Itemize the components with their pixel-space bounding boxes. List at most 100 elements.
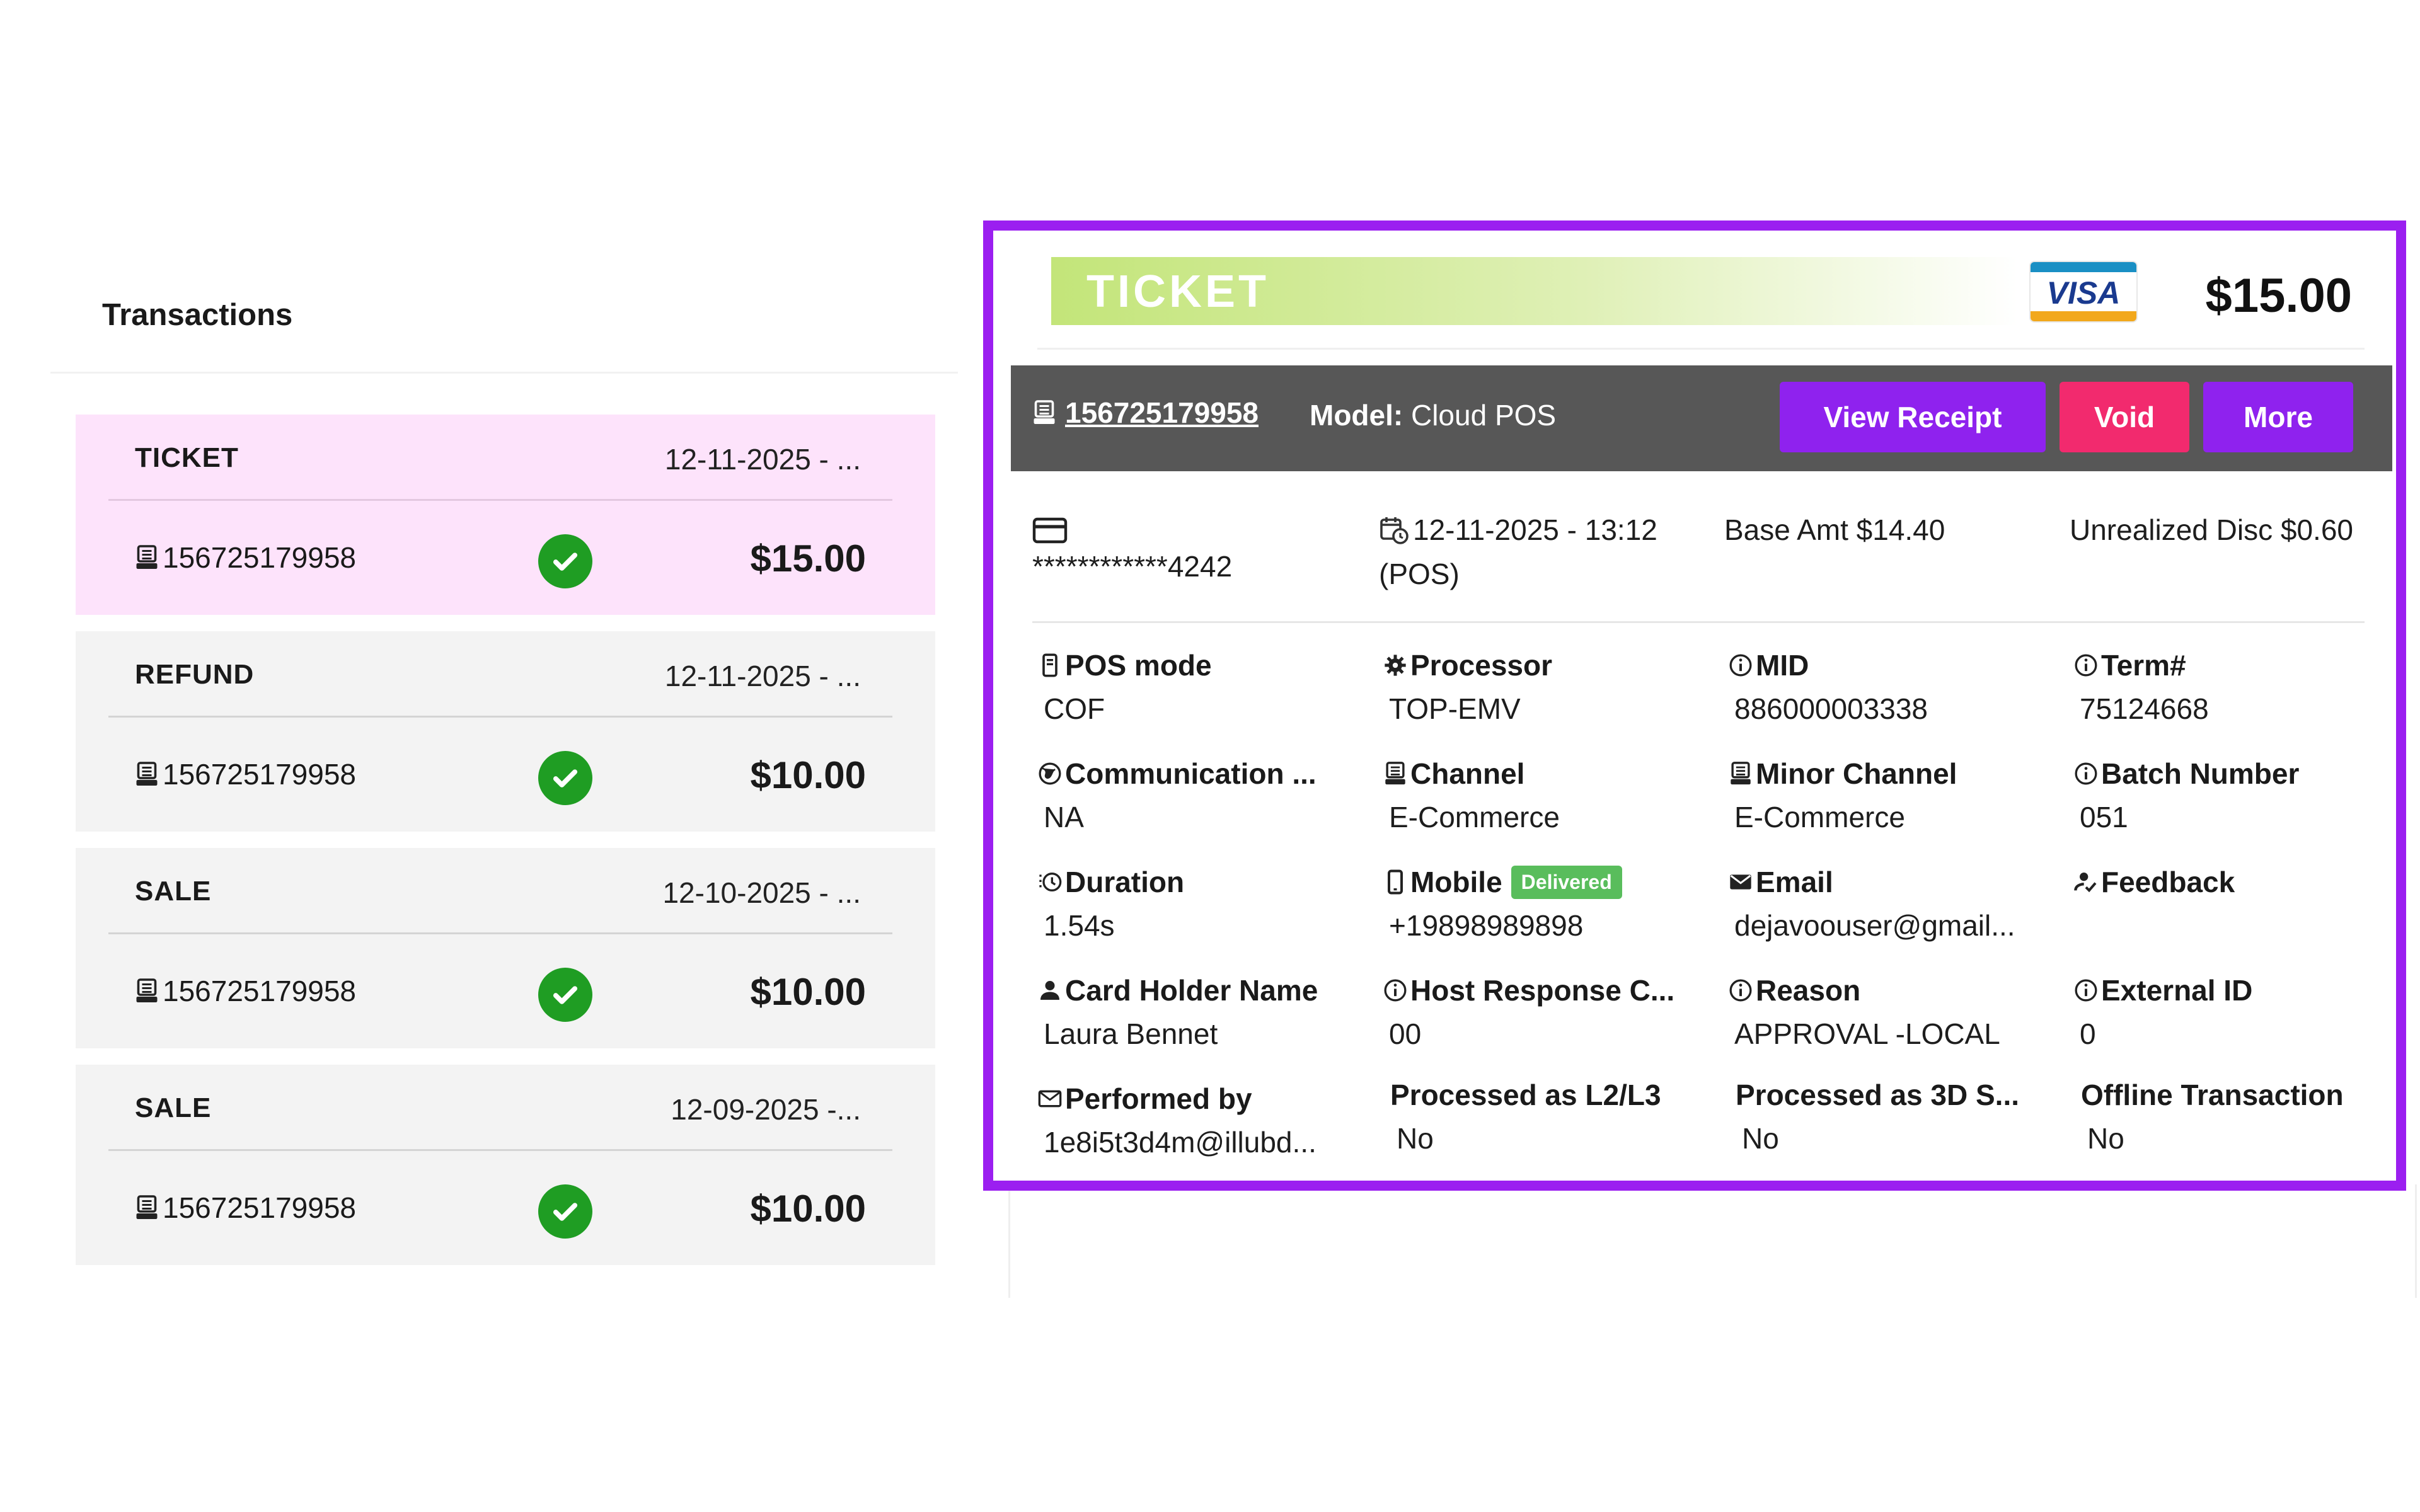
check-circle-icon <box>538 534 592 588</box>
field-value: dejavoouser@gmail... <box>1734 909 2015 942</box>
field-label: Reason <box>1756 974 1861 1007</box>
field-value: 1e8i5t3d4m@illubd... <box>1044 1126 1317 1159</box>
transaction-id-group[interactable]: 156725179958 <box>1032 396 1259 430</box>
transaction-datetime: 12-11-2025 - 13:12 <box>1413 513 1657 546</box>
field-host-response: Host Response C... 00 <box>1383 971 1723 1051</box>
field-label: Minor Channel <box>1756 757 1957 790</box>
divider <box>1032 621 2365 623</box>
field-label: Processed as 3D S... <box>1736 1079 2020 1111</box>
field-value: E-Commerce <box>1389 801 1560 833</box>
field-value: 0 <box>2080 1017 2096 1050</box>
register-icon <box>136 762 158 786</box>
field-term: Term# 75124668 <box>2073 646 2414 726</box>
transaction-date: 12-11-2025 - ... <box>664 660 861 692</box>
datetime-group: 12-11-2025 - 13:12 (POS) <box>1379 508 1657 596</box>
transaction-item[interactable]: SALE 12-10-2025 - ... 156725179958 $10.0… <box>76 848 935 1048</box>
field-label: Duration <box>1065 866 1185 898</box>
detail-header-band: TICKET <box>1051 257 2018 325</box>
register-icon <box>136 978 158 1002</box>
field-offline-transaction: Offline Transaction No <box>2081 1076 2420 1155</box>
transactions-panel: Transactions TICKET 12-11-2025 - ... 156… <box>0 0 983 1512</box>
unrealized-discount: Unrealized Disc $0.60 <box>2070 513 2354 546</box>
register-icon <box>1385 762 1405 785</box>
transaction-amount: $10.00 <box>750 971 866 1013</box>
register-icon <box>1731 762 1751 785</box>
field-label: Channel <box>1410 757 1525 790</box>
model-info: Model: Cloud POS <box>1310 398 1556 432</box>
field-channel: Channel E-Commerce <box>1383 755 1723 834</box>
globe-icon <box>1039 762 1061 785</box>
transaction-date: 12-11-2025 - ... <box>664 443 861 476</box>
detail-amount: $15.00 <box>2205 269 2352 323</box>
transaction-id: 156725179958 <box>163 1191 356 1224</box>
divider <box>108 1149 892 1151</box>
info-icon <box>1729 654 1752 677</box>
field-mid: MID 886000003338 <box>1728 646 2068 726</box>
visa-card-icon: VISA <box>2031 262 2136 321</box>
field-email: Email dejavoouser@gmail... <box>1728 863 2068 942</box>
transaction-type: SALE <box>135 1092 212 1123</box>
transaction-item[interactable]: SALE 12-09-2025 -... 156725179958 $10.00 <box>76 1065 935 1265</box>
field-duration: Duration 1.54s <box>1037 863 1378 942</box>
field-label: Mobile <box>1410 866 1502 898</box>
transaction-source: (POS) <box>1379 558 1460 590</box>
field-label: Card Holder Name <box>1065 974 1318 1007</box>
register-icon <box>1034 400 1055 424</box>
field-value: 75124668 <box>2080 692 2209 725</box>
check-circle-icon <box>538 751 592 805</box>
credit-card-icon <box>1032 517 1068 544</box>
field-reason: Reason APPROVAL -LOCAL <box>1728 971 2068 1051</box>
field-pos-mode: POS mode COF <box>1037 646 1378 726</box>
field-label: Processed as L2/L3 <box>1390 1079 1661 1111</box>
info-icon <box>1384 979 1407 1002</box>
transaction-type: REFUND <box>135 659 255 690</box>
field-value: TOP-EMV <box>1389 692 1521 725</box>
field-label: Communication ... <box>1065 757 1317 790</box>
calendar-clock-icon <box>1380 517 1409 544</box>
field-label: Feedback <box>2101 866 2235 898</box>
transaction-item[interactable]: TICKET 12-11-2025 - ... 156725179958 $15… <box>76 415 935 615</box>
field-card-holder-name: Card Holder Name Laura Bennet <box>1037 971 1378 1051</box>
register-icon <box>136 1195 158 1219</box>
field-label: External ID <box>2101 974 2253 1007</box>
field-batch-number: Batch Number 051 <box>2073 755 2414 834</box>
field-external-id: External ID 0 <box>2073 971 2414 1051</box>
field-value: 051 <box>2080 801 2128 833</box>
divider <box>108 932 892 934</box>
field-minor-channel: Minor Channel E-Commerce <box>1728 755 2068 834</box>
field-value: 886000003338 <box>1734 692 1928 725</box>
divider <box>108 499 892 501</box>
card-number: ************4242 <box>1032 550 1233 583</box>
transactions-title: Transactions <box>102 298 293 332</box>
field-feedback: Feedback <box>2073 863 2414 908</box>
check-circle-icon <box>538 968 592 1022</box>
field-label: Performed by <box>1065 1082 1252 1115</box>
check-circle-icon <box>538 1184 592 1239</box>
transaction-id-group: 156725179958 <box>135 1191 356 1225</box>
transaction-id-group: 156725179958 <box>135 757 356 791</box>
field-value: No <box>1742 1122 1779 1155</box>
transaction-id: 156725179958 <box>163 541 356 574</box>
field-label: MID <box>1756 649 1809 682</box>
summary-row: ************4242 12-11-2025 - 13:12 (POS… <box>993 508 2396 609</box>
info-icon <box>1729 979 1752 1002</box>
view-receipt-button[interactable]: View Receipt <box>1780 382 2046 452</box>
field-label: Email <box>1756 866 1833 898</box>
transaction-item[interactable]: REFUND 12-11-2025 - ... 156725179958 $10… <box>76 631 935 832</box>
transaction-amount: $10.00 <box>750 754 866 796</box>
field-label: Processor <box>1410 649 1553 682</box>
field-label: Host Response C... <box>1410 974 1675 1007</box>
transaction-detail-card: TICKET VISA $15.00 156725179958 Model: C… <box>983 220 2406 1191</box>
mail-outline-icon <box>1038 1090 1062 1108</box>
delivered-badge: Delivered <box>1511 865 1622 899</box>
void-button[interactable]: Void <box>2060 382 2189 452</box>
transaction-id-link[interactable]: 156725179958 <box>1065 396 1259 429</box>
more-button[interactable]: More <box>2203 382 2353 452</box>
field-value: No <box>2087 1122 2124 1155</box>
field-value: Laura Bennet <box>1044 1017 1218 1050</box>
field-processor: Processor TOP-EMV <box>1383 646 1723 726</box>
field-processed-3ds: Processed as 3D S... No <box>1736 1076 2076 1155</box>
transaction-type: TICKET <box>135 442 239 473</box>
card-number-group: ************4242 <box>1032 508 1232 588</box>
field-label: Offline Transaction <box>2081 1079 2344 1111</box>
